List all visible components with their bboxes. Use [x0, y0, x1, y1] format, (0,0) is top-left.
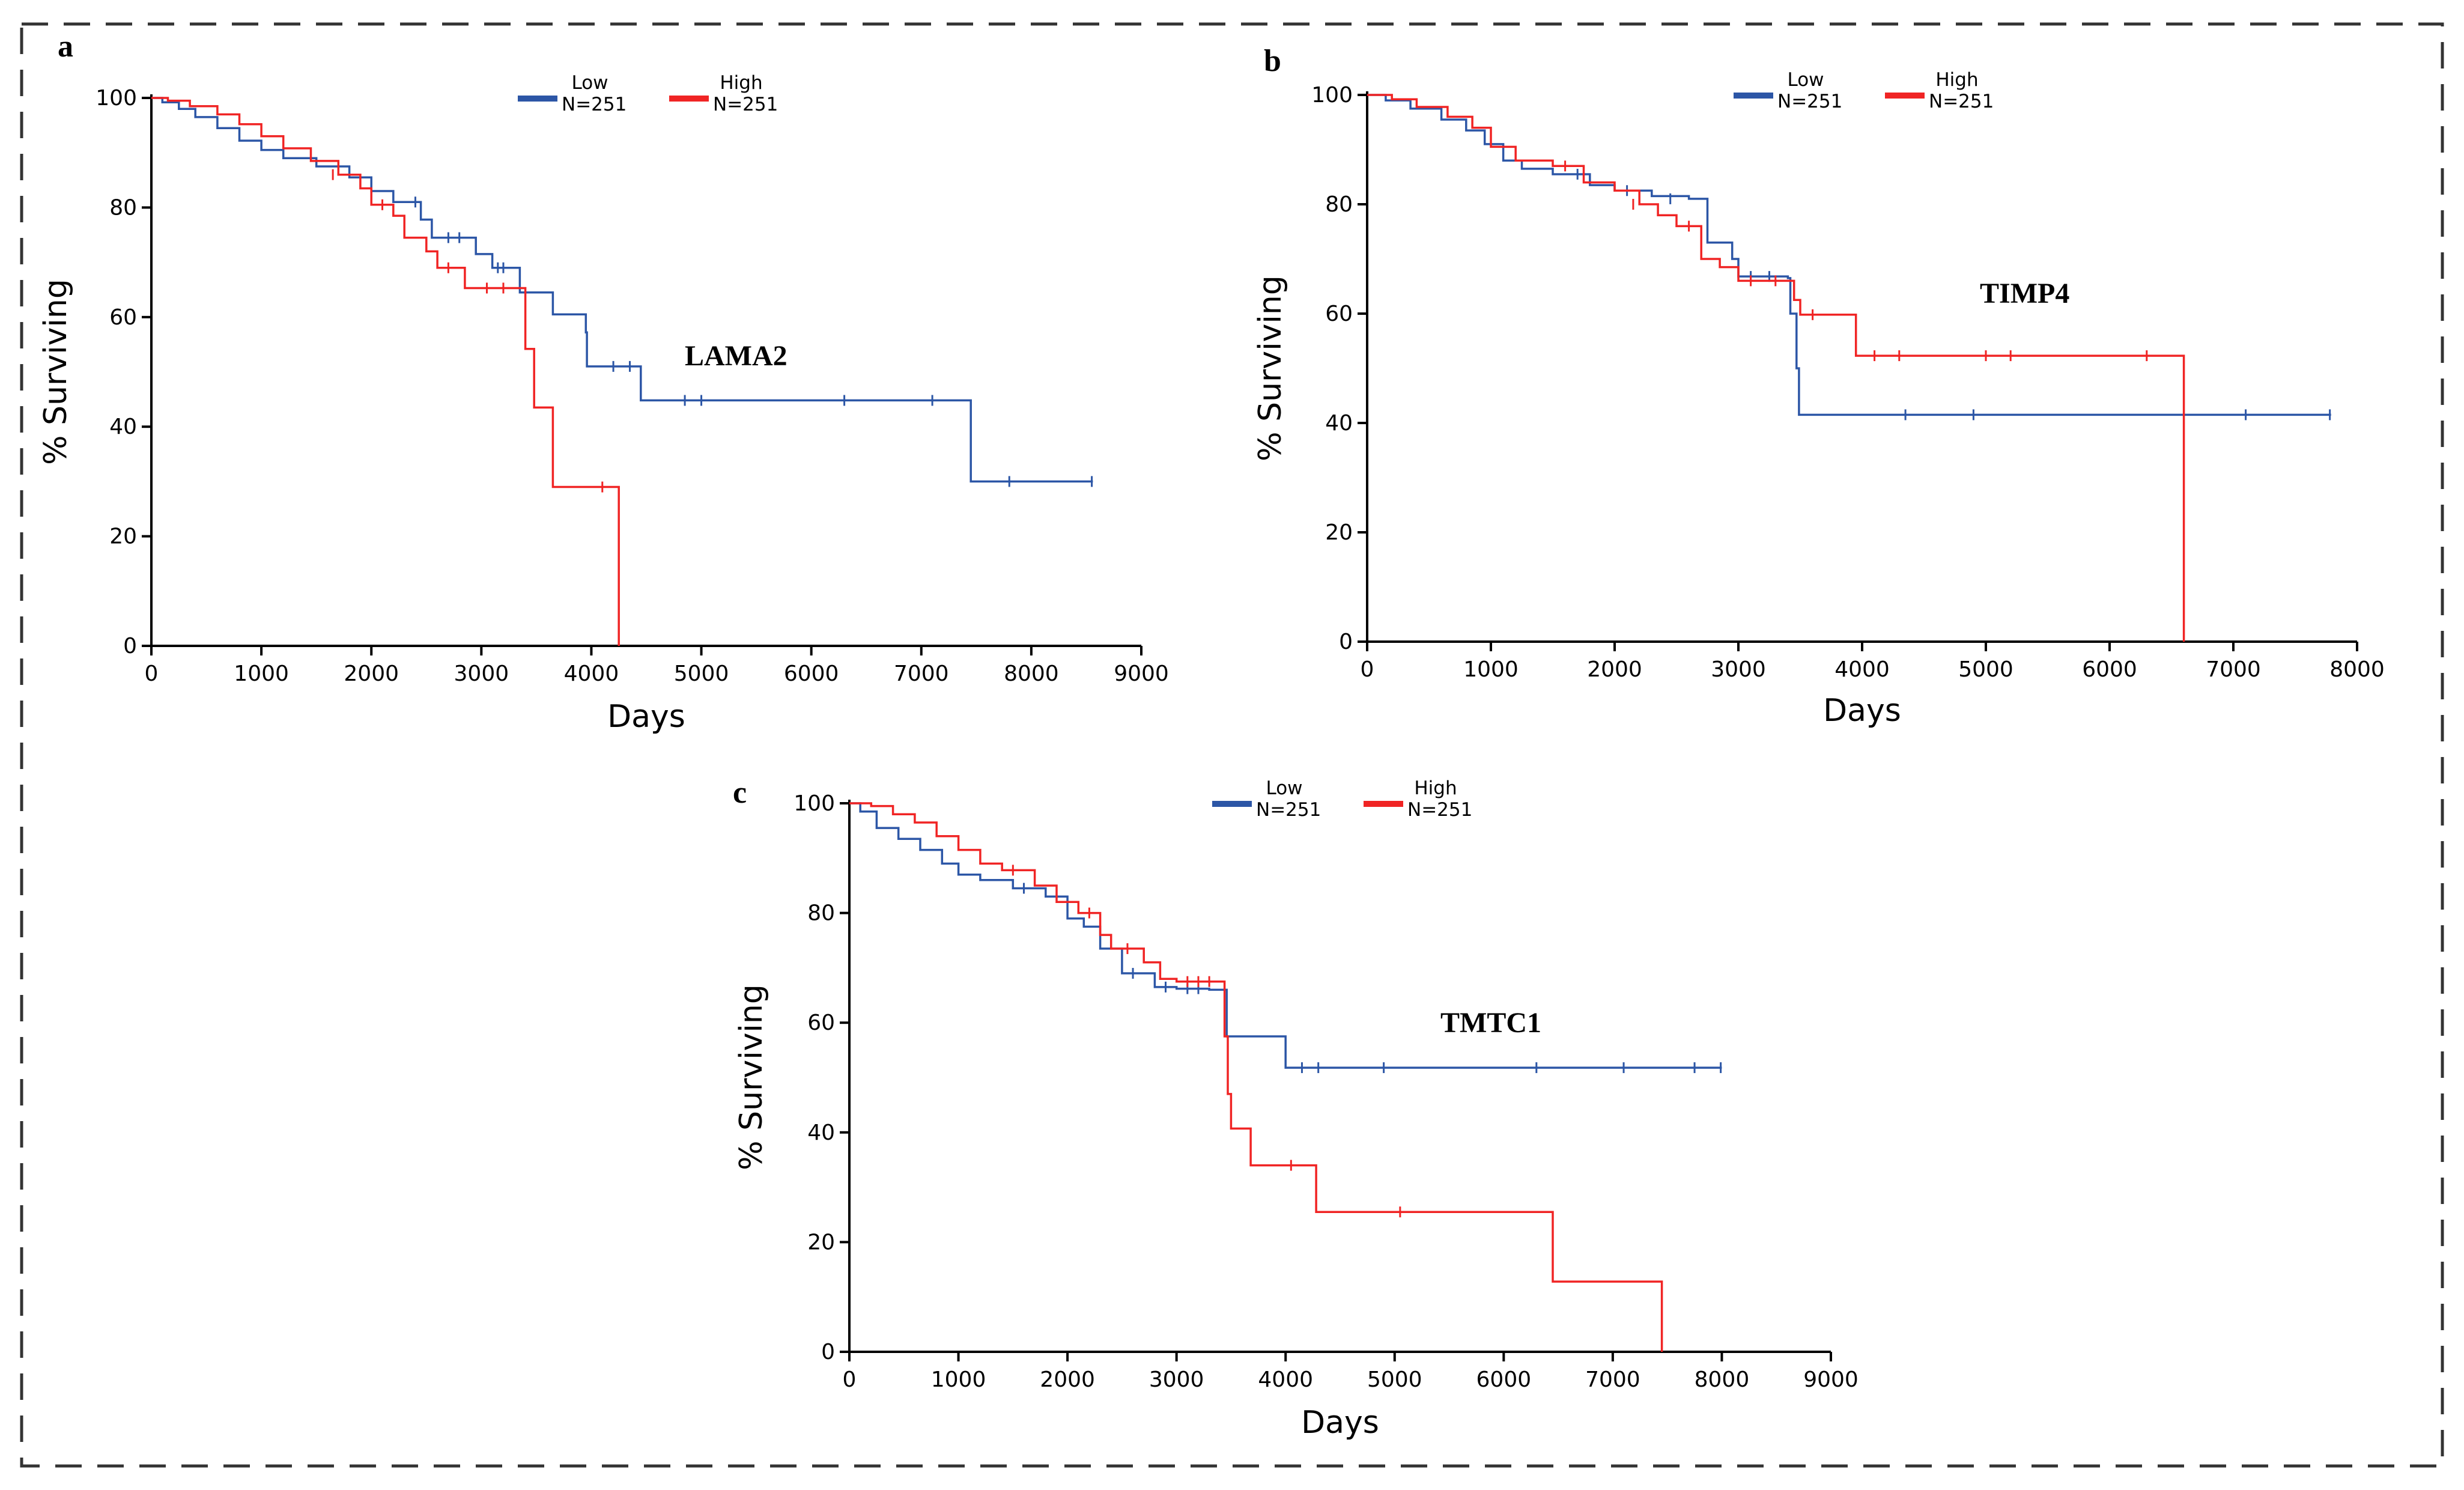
x-tick-label: 5000 — [1367, 1367, 1422, 1392]
x-tick-label: 4000 — [564, 661, 619, 686]
y-tick-label: 100 — [1311, 83, 1353, 108]
x-tick-label: 0 — [843, 1367, 857, 1392]
y-tick-label: 20 — [109, 525, 137, 549]
x-tick-label: 4000 — [1834, 657, 1890, 682]
x-tick-label: 7000 — [2206, 657, 2261, 682]
legend-count-low: N=251 — [562, 94, 627, 115]
y-axis-title: % Surviving — [38, 279, 74, 465]
panel-a: a LAMA2 0 1000 2000 3000 4000 5000 6000 7000 800… — [38, 29, 1169, 735]
y-tick-label: 40 — [109, 415, 137, 439]
y-axis-title: % Surviving — [1252, 275, 1288, 461]
x-tick-label: 7000 — [1585, 1367, 1640, 1392]
x-tick-label: 1000 — [931, 1367, 986, 1392]
gene-annotation-timp4: TIMP4 — [1980, 278, 2069, 309]
legend-count-low: N=251 — [1777, 91, 1842, 112]
legend-label-high: High — [1935, 69, 1978, 91]
x-tick-label: 0 — [145, 661, 159, 686]
x-tick-label: 2000 — [1040, 1367, 1095, 1392]
x-tick-label: 6000 — [784, 661, 839, 686]
y-tick-label: 60 — [109, 305, 137, 330]
x-tick-label: 6000 — [2082, 657, 2137, 682]
x-tick-label: 8000 — [1004, 661, 1059, 686]
y-tick-label: 80 — [1325, 192, 1353, 217]
survival-curve-low — [1367, 94, 2331, 416]
x-tick-label: 2000 — [344, 661, 399, 686]
legend-label-low: Low — [1787, 69, 1824, 91]
legend-count-high: N=251 — [1407, 799, 1472, 821]
figure-border — [20, 22, 2444, 1468]
x-axis-title: Days — [607, 699, 685, 735]
x-tick-label: 9000 — [1114, 661, 1169, 686]
x-tick-label: 5000 — [674, 661, 729, 686]
y-tick-label: 100 — [794, 791, 835, 816]
x-tick-label: 0 — [1361, 657, 1374, 682]
y-tick-label: 20 — [1325, 520, 1353, 545]
survival-curve-low — [849, 802, 1722, 1069]
x-axis-title: Days — [1301, 1405, 1379, 1441]
panel-label-b: b — [1264, 44, 1281, 78]
survival-curve-high — [151, 97, 620, 646]
panel-b: b TIMP4 0 1000 2000 3000 4000 5000 6000 7000 800… — [1252, 44, 2385, 729]
y-tick-label: 0 — [123, 634, 137, 658]
x-tick-label: 3000 — [1149, 1367, 1204, 1392]
x-tick-label: 7000 — [894, 661, 949, 686]
legend-label-high: High — [720, 72, 762, 94]
legend-label-high: High — [1414, 777, 1457, 799]
plot-area-a: 0 1000 2000 3000 4000 5000 6000 7000 8000 9000 0 20… — [38, 72, 1169, 735]
legend-count-high: N=251 — [1929, 91, 1994, 112]
plot-area-c: 0 1000 2000 3000 4000 5000 6000 7000 8000 9000 0 20… — [733, 777, 1859, 1441]
y-tick-label: 60 — [1325, 302, 1353, 326]
x-tick-label: 9000 — [1803, 1367, 1859, 1392]
y-tick-label: 60 — [807, 1011, 835, 1035]
y-tick-label: 100 — [96, 86, 137, 111]
x-tick-label: 4000 — [1258, 1367, 1313, 1392]
survival-curve-high — [849, 802, 1663, 1352]
panel-c: c TMTC1 0 1000 2000 3000 4000 5000 6000 7000 800… — [733, 776, 1859, 1441]
x-tick-label: 3000 — [1711, 657, 1766, 682]
plot-area-b: 0 1000 2000 3000 4000 5000 6000 7000 8000 0 20 40 60… — [1252, 69, 2385, 729]
panel-label-a: a — [58, 29, 73, 64]
x-axis-title: Days — [1823, 693, 1901, 729]
y-tick-label: 0 — [821, 1340, 835, 1364]
panel-label-c: c — [733, 776, 747, 810]
legend-label-low: Low — [1266, 777, 1302, 799]
y-tick-label: 80 — [807, 901, 835, 926]
y-axis-title: % Surviving — [733, 984, 769, 1170]
x-tick-label: 8000 — [2329, 657, 2385, 682]
survival-curve-low — [151, 97, 1093, 483]
survival-curve-high — [1367, 94, 2185, 642]
y-tick-label: 80 — [109, 195, 137, 220]
legend-count-low: N=251 — [1256, 799, 1321, 821]
y-tick-label: 40 — [807, 1121, 835, 1145]
x-tick-label: 1000 — [1463, 657, 1519, 682]
y-tick-label: 20 — [807, 1230, 835, 1254]
legend-label-low: Low — [571, 72, 608, 94]
x-tick-label: 2000 — [1587, 657, 1642, 682]
legend-count-high: N=251 — [713, 94, 778, 115]
x-tick-label: 1000 — [234, 661, 289, 686]
y-tick-label: 0 — [1339, 630, 1353, 654]
x-tick-label: 5000 — [1958, 657, 2013, 682]
x-tick-label: 8000 — [1695, 1367, 1750, 1392]
y-tick-label: 40 — [1325, 411, 1353, 436]
gene-annotation-tmtc1: TMTC1 — [1440, 1007, 1541, 1039]
gene-annotation-lama2: LAMA2 — [685, 340, 787, 372]
x-tick-label: 6000 — [1476, 1367, 1532, 1392]
x-tick-label: 3000 — [454, 661, 509, 686]
